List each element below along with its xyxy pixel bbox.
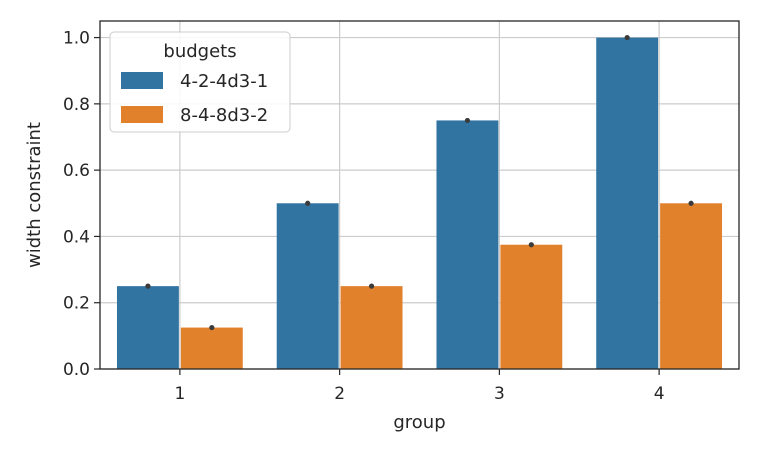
bars xyxy=(116,37,723,369)
x-axis-ticks: 1 2 3 4 xyxy=(174,369,665,404)
mean-point xyxy=(305,200,311,206)
mean-point xyxy=(209,324,215,331)
legend-entry-label: 8-4-8d3-2 xyxy=(180,105,268,126)
y-tick-label: 0.8 xyxy=(63,95,90,115)
bar xyxy=(180,327,243,369)
mean-point xyxy=(624,34,630,41)
legend: budgets 4-2-4d3-1 8-4-8d3-2 xyxy=(109,31,291,133)
mean-point xyxy=(688,200,694,206)
legend-title: budgets xyxy=(163,41,236,62)
y-tick-label: 0.0 xyxy=(63,360,90,380)
bar xyxy=(500,244,563,369)
x-tick-label: 2 xyxy=(334,384,345,404)
plot-frame xyxy=(99,20,740,370)
bar xyxy=(596,37,659,369)
y-tick-label: 1.0 xyxy=(63,29,90,49)
mean-point xyxy=(528,242,534,248)
x-tick-label: 4 xyxy=(654,384,665,404)
legend-swatch xyxy=(121,106,163,123)
bar xyxy=(340,286,403,369)
x-axis-label: group xyxy=(393,412,445,433)
bar xyxy=(436,120,499,369)
x-tick-label: 1 xyxy=(174,384,185,404)
legend-items: 4-2-4d3-1 8-4-8d3-2 xyxy=(121,71,268,126)
y-tick-label: 0.6 xyxy=(63,161,90,181)
mean-points xyxy=(145,34,694,331)
legend-entry-label: 4-2-4d3-1 xyxy=(180,71,268,92)
bar xyxy=(276,203,339,369)
y-axis-label: width constraint xyxy=(24,122,45,268)
mean-point xyxy=(464,117,471,124)
bar xyxy=(116,286,179,369)
bar xyxy=(660,203,723,369)
x-tick-label: 3 xyxy=(494,384,505,404)
mean-point xyxy=(368,283,375,289)
mean-point xyxy=(145,283,151,289)
legend-swatch xyxy=(121,72,163,89)
y-tick-label: 0.4 xyxy=(63,227,90,247)
y-axis-ticks: 0.0 0.2 0.4 0.6 0.8 1.0 xyxy=(63,29,100,380)
y-tick-label: 0.2 xyxy=(63,294,90,314)
